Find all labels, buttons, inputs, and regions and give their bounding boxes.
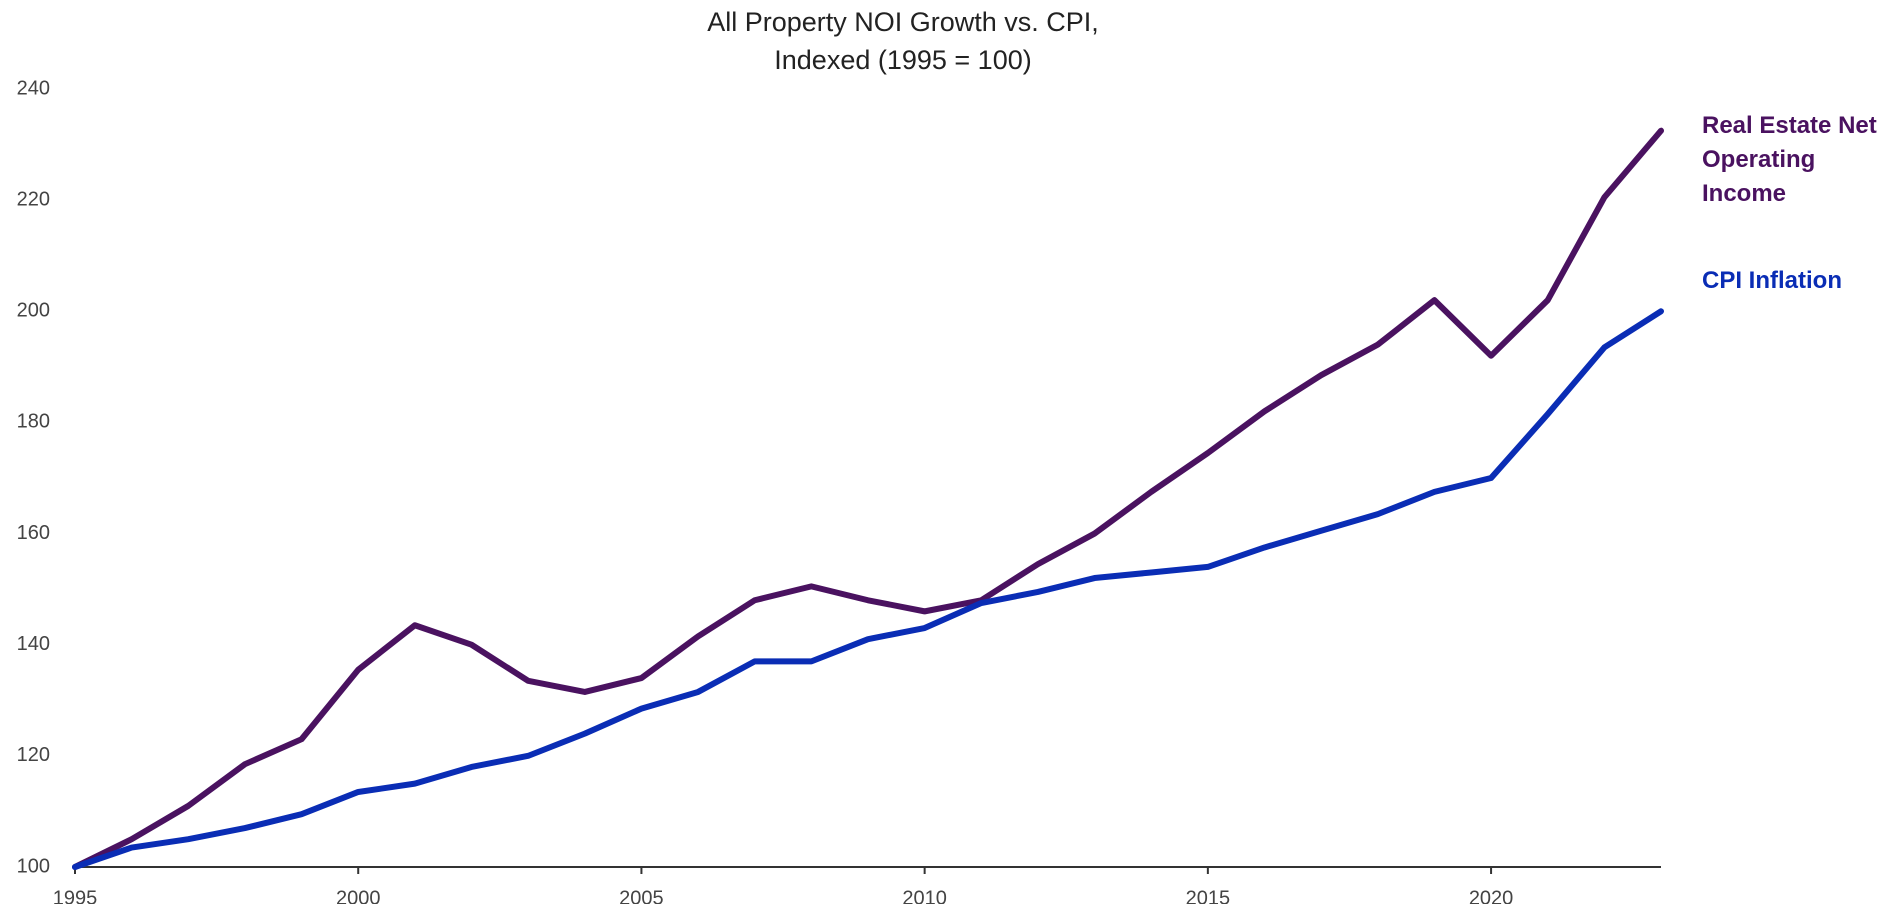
series-line <box>72 308 1664 870</box>
y-tick-label: 140 <box>17 633 50 655</box>
x-tick-label: 2000 <box>336 887 381 904</box>
x-tick-label: 2010 <box>902 887 947 904</box>
y-tick-label: 160 <box>17 522 50 544</box>
y-tick-label: 240 <box>17 77 50 99</box>
chart-subtitle: Indexed (1995 = 100) <box>774 45 1031 75</box>
y-tick-label: 180 <box>17 411 50 433</box>
series-label: CPI Inflation <box>1702 267 1842 295</box>
x-tick-label: 2020 <box>1469 887 1514 904</box>
y-tick-label: 200 <box>17 300 50 322</box>
y-tick-label: 220 <box>17 188 50 210</box>
chart-title: All Property NOI Growth vs. CPI, <box>707 7 1099 37</box>
x-tick-label: 2015 <box>1186 887 1231 904</box>
series-line <box>72 127 1664 870</box>
y-tick-label: 100 <box>17 855 50 877</box>
x-tick-label: 1995 <box>53 887 98 904</box>
x-tick-label: 2005 <box>619 887 664 904</box>
series-label: Real Estate Net Operating Income <box>1702 111 1877 207</box>
y-tick-label: 120 <box>17 744 50 766</box>
